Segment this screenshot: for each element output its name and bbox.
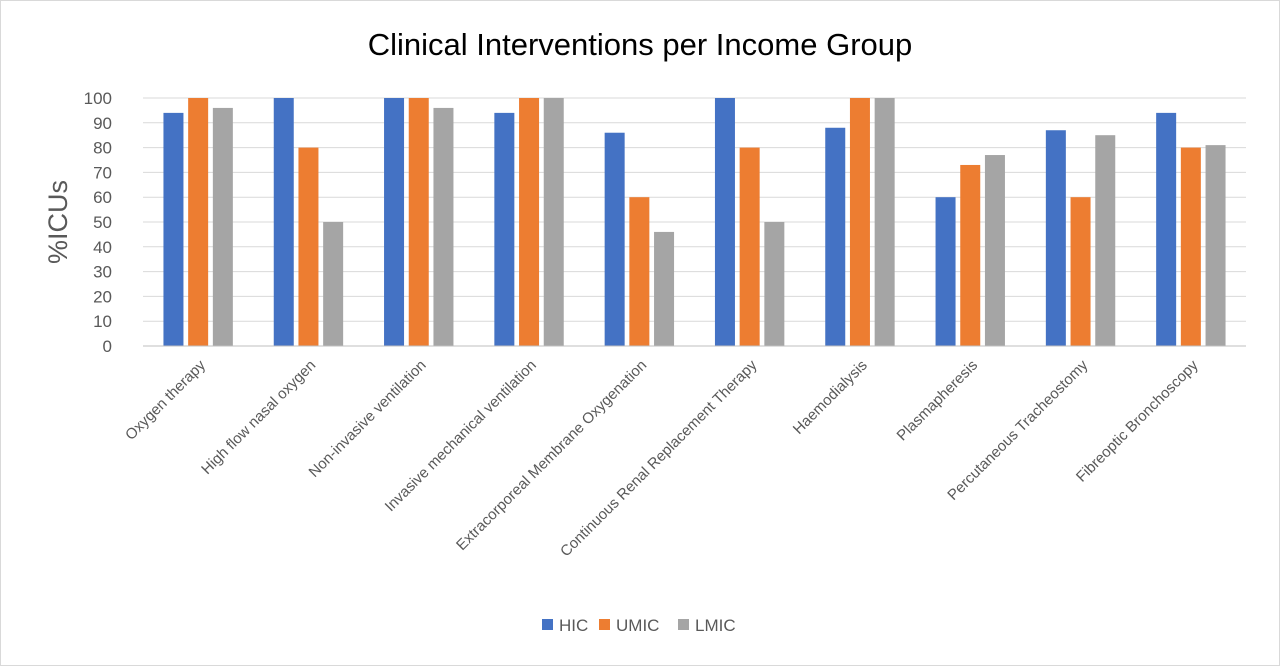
- y-tick-label: 70: [93, 163, 112, 182]
- y-tick-label: 60: [93, 188, 112, 207]
- x-category-label: Extracorporeal Membrane Oxygenation: [453, 357, 650, 554]
- bar-lmic-3: [543, 98, 564, 346]
- bar-hic-5: [714, 98, 735, 346]
- y-tick-label: 10: [93, 312, 112, 331]
- bar-hic-6: [825, 127, 846, 346]
- y-tick-label: 90: [93, 114, 112, 133]
- y-tick-label: 30: [93, 263, 112, 282]
- legend-label-umic: UMIC: [616, 616, 659, 635]
- bar-hic-3: [494, 112, 515, 346]
- legend-label-lmic: LMIC: [695, 616, 736, 635]
- y-axis-label: %ICUs: [43, 180, 73, 264]
- bars: [163, 98, 1226, 346]
- bar-hic-7: [935, 197, 956, 346]
- x-category-label: High flow nasal oxygen: [198, 357, 319, 478]
- bar-hic-0: [163, 112, 184, 346]
- bar-umic-3: [519, 98, 540, 346]
- bar-lmic-5: [764, 222, 785, 346]
- x-category-label: Non-invasive ventilation: [306, 357, 430, 481]
- y-tick-label: 20: [93, 287, 112, 306]
- y-tick-label: 100: [84, 89, 112, 108]
- chart-title: Clinical Interventions per Income Group: [368, 27, 912, 62]
- legend-swatch-umic: [599, 619, 610, 630]
- x-category-label: Plasmapheresis: [894, 357, 981, 444]
- bar-lmic-2: [433, 107, 454, 346]
- y-tick-label: 0: [103, 337, 112, 356]
- bar-hic-2: [384, 98, 405, 346]
- bar-umic-2: [408, 98, 429, 346]
- bar-hic-4: [604, 132, 625, 346]
- bar-umic-0: [188, 98, 209, 346]
- bar-hic-8: [1045, 130, 1066, 346]
- bar-umic-4: [629, 197, 650, 346]
- bar-lmic-4: [654, 231, 675, 346]
- bar-umic-8: [1070, 197, 1091, 346]
- bar-hic-1: [273, 98, 294, 346]
- bar-lmic-7: [984, 155, 1005, 346]
- legend-label-hic: HIC: [559, 616, 588, 635]
- bar-lmic-8: [1095, 135, 1116, 346]
- legend-swatch-hic: [542, 619, 553, 630]
- y-axis-ticks: 0 10 20 30 40 50 60 70 80 90 100: [84, 89, 112, 356]
- bar-umic-7: [960, 164, 981, 346]
- bar-umic-5: [739, 147, 760, 346]
- y-tick-label: 50: [93, 213, 112, 232]
- bar-lmic-1: [323, 222, 344, 346]
- x-category-label: Haemodialysis: [790, 357, 871, 438]
- y-tick-label: 40: [93, 238, 112, 257]
- legend-swatch-lmic: [678, 619, 689, 630]
- x-category-label: Oxygen therapy: [122, 356, 209, 443]
- bar-umic-1: [298, 147, 319, 346]
- bar-lmic-6: [874, 98, 895, 346]
- x-category-label: Continuous Renal Replacement Therapy: [557, 356, 761, 560]
- legend: HIC UMIC LMIC: [542, 616, 736, 635]
- bar-umic-6: [849, 98, 870, 346]
- bar-umic-9: [1180, 147, 1201, 346]
- x-category-label: Fibreoptic Bronchoscopy: [1073, 356, 1202, 485]
- bar-lmic-0: [212, 107, 233, 346]
- bar-hic-9: [1156, 112, 1177, 346]
- y-tick-label: 80: [93, 139, 112, 158]
- bar-lmic-9: [1205, 145, 1226, 346]
